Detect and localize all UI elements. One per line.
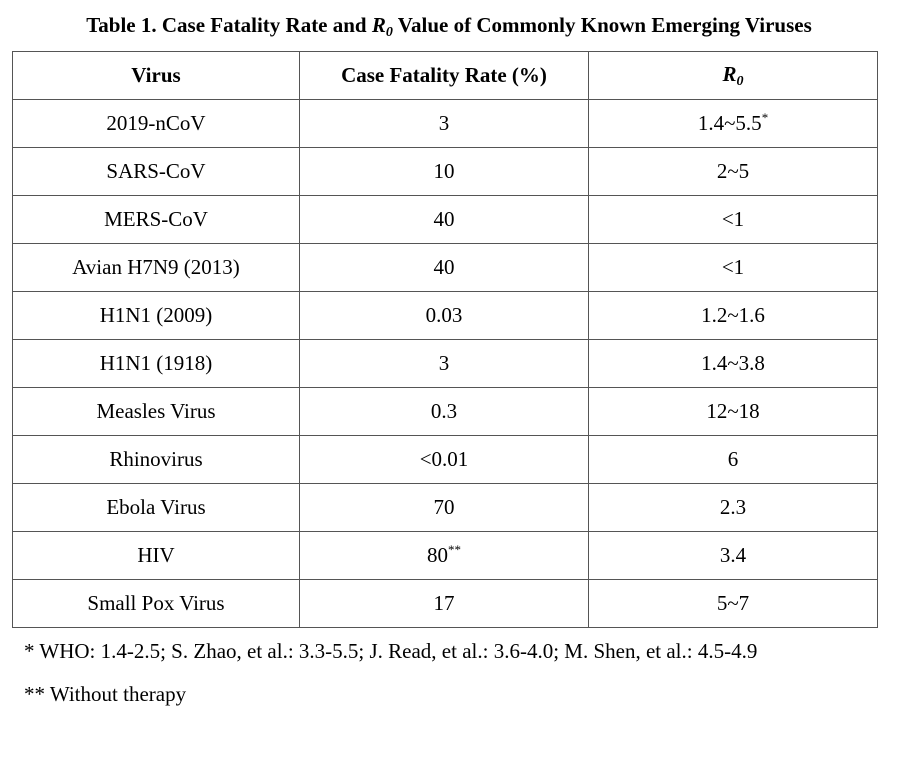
cell-virus-value: Ebola Virus [106, 495, 206, 519]
cell-case-fatality-rate: 3 [299, 339, 589, 388]
cell-r0-value: 1.4~5.5 [697, 111, 762, 135]
header-r0: R0 [588, 51, 878, 100]
cell-r0-value: 2.3 [719, 495, 747, 519]
cell-virus-value: Avian H7N9 (2013) [72, 255, 240, 279]
cell-virus-value: 2019-nCoV [106, 111, 206, 135]
caption-prefix: Table 1. Case Fatality Rate and [86, 13, 372, 37]
cell-virus: HIV [12, 531, 300, 580]
cell-r0: <1 [588, 243, 878, 292]
table-row: Measles Virus 0.3 12~18 [12, 387, 878, 436]
cell-case-fatality-rate-value: 3 [438, 111, 450, 135]
table-row: H1N1 (1918) 3 1.4~3.8 [12, 339, 878, 388]
caption-r0-symbol: R0 [371, 13, 393, 40]
cell-virus-value: Rhinovirus [109, 447, 203, 471]
table-row: Avian H7N9 (2013) 40 <1 [12, 243, 878, 292]
cell-r0-value: <1 [721, 207, 745, 231]
cell-case-fatality-rate-value: 70 [433, 495, 455, 519]
cell-case-fatality-rate-value: 17 [433, 591, 455, 615]
cell-case-fatality-rate: 17 [299, 579, 589, 628]
cell-case-fatality-rate: 10 [299, 147, 589, 196]
cell-r0-value: <1 [721, 255, 745, 279]
cell-virus: H1N1 (1918) [12, 339, 300, 388]
cell-case-fatality-rate-value: 80 [427, 543, 448, 567]
cell-case-fatality-rate: <0.01 [299, 435, 589, 484]
cell-r0-value: 1.2~1.6 [701, 303, 765, 327]
cell-virus-value: H1N1 (2009) [99, 303, 213, 327]
footnote-r0-sources: * WHO: 1.4-2.5; S. Zhao, et al.: 3.3-5.5… [24, 639, 758, 663]
cell-virus: Measles Virus [12, 387, 300, 436]
header-case-fatality-rate: Case Fatality Rate (%) [299, 51, 589, 100]
cell-virus-value: Small Pox Virus [87, 591, 225, 615]
cell-r0-value: 3.4 [719, 543, 747, 567]
footnote-without-therapy: ** Without therapy [24, 682, 187, 706]
cell-r0: 1.4~5.5* [588, 99, 878, 148]
cell-case-fatality-rate: 0.3 [299, 387, 589, 436]
cell-virus-value: HIV [137, 543, 175, 567]
table-row: 2019-nCoV 3 1.4~5.5* [12, 99, 878, 148]
cell-virus: Small Pox Virus [12, 579, 300, 628]
table-row: Small Pox Virus 17 5~7 [12, 579, 878, 628]
footnotes: * WHO: 1.4-2.5; S. Zhao, et al.: 3.3-5.5… [24, 633, 888, 709]
cell-virus: Rhinovirus [12, 435, 300, 484]
cell-case-fatality-rate: 70 [299, 483, 589, 532]
caption-r-subscript: 0 [385, 25, 393, 40]
cell-virus: H1N1 (2009) [12, 291, 300, 340]
cell-case-fatality-rate-value: <0.01 [419, 447, 469, 471]
cell-virus: 2019-nCoV [12, 99, 300, 148]
cell-virus-value: SARS-CoV [106, 159, 206, 183]
cell-r0-value: 12~18 [706, 399, 760, 423]
cell-virus: Avian H7N9 (2013) [12, 243, 300, 292]
cell-case-fatality-rate: 40 [299, 195, 589, 244]
cell-r0-value: 1.4~3.8 [701, 351, 765, 375]
cell-r0: <1 [588, 195, 878, 244]
cell-r0-value: 2~5 [716, 159, 750, 183]
table-row: Rhinovirus <0.01 6 [12, 435, 878, 484]
cell-virus-value: Measles Virus [96, 399, 216, 423]
cell-case-fatality-rate-value: 40 [433, 207, 455, 231]
footnote-marker: ** [448, 542, 461, 557]
table-row: SARS-CoV 10 2~5 [12, 147, 878, 196]
cell-case-fatality-rate-value: 3 [438, 351, 450, 375]
cell-case-fatality-rate: 0.03 [299, 291, 589, 340]
cell-r0: 3.4 [588, 531, 878, 580]
cell-case-fatality-rate: 80** [299, 531, 589, 580]
cell-case-fatality-rate-value: 10 [433, 159, 455, 183]
cell-case-fatality-rate: 40 [299, 243, 589, 292]
table-caption: Table 1. Case Fatality Rate and R0 Value… [0, 10, 898, 48]
caption-suffix: Value of Commonly Known Emerging Viruses [392, 13, 812, 37]
cell-r0: 6 [588, 435, 878, 484]
footnote-marker: * [761, 110, 769, 125]
cell-r0: 1.4~3.8 [588, 339, 878, 388]
cell-case-fatality-rate: 3 [299, 99, 589, 148]
cell-r0: 2.3 [588, 483, 878, 532]
table-row: Ebola Virus 70 2.3 [12, 483, 878, 532]
cell-r0: 12~18 [588, 387, 878, 436]
cell-virus: MERS-CoV [12, 195, 300, 244]
virus-table: Virus Case Fatality Rate (%) R0 2019-nCo… [12, 51, 878, 628]
table-row: HIV 80** 3.4 [12, 531, 878, 580]
cell-virus: Ebola Virus [12, 483, 300, 532]
table-row: H1N1 (2009) 0.03 1.2~1.6 [12, 291, 878, 340]
header-r-subscript: 0 [736, 73, 744, 89]
table-row: MERS-CoV 40 <1 [12, 195, 878, 244]
table-body: 2019-nCoV 3 1.4~5.5* SARS-CoV 10 2~5 MERS-CoV 4… [12, 99, 878, 628]
cell-virus-value: MERS-CoV [104, 207, 208, 231]
cell-case-fatality-rate-value: 0.03 [425, 303, 463, 327]
cell-r0-value: 5~7 [716, 591, 750, 615]
cell-virus: SARS-CoV [12, 147, 300, 196]
cell-r0: 1.2~1.6 [588, 291, 878, 340]
table-header-row: Virus Case Fatality Rate (%) R0 [12, 51, 878, 100]
cell-virus-value: H1N1 (1918) [99, 351, 213, 375]
cell-case-fatality-rate-value: 40 [433, 255, 455, 279]
cell-case-fatality-rate-value: 0.3 [430, 399, 458, 423]
header-r-letter: R [722, 61, 737, 86]
cell-r0: 2~5 [588, 147, 878, 196]
caption-r-letter: R [371, 13, 386, 37]
cell-r0-value: 6 [727, 447, 739, 471]
header-virus: Virus [12, 51, 300, 100]
cell-r0: 5~7 [588, 579, 878, 628]
